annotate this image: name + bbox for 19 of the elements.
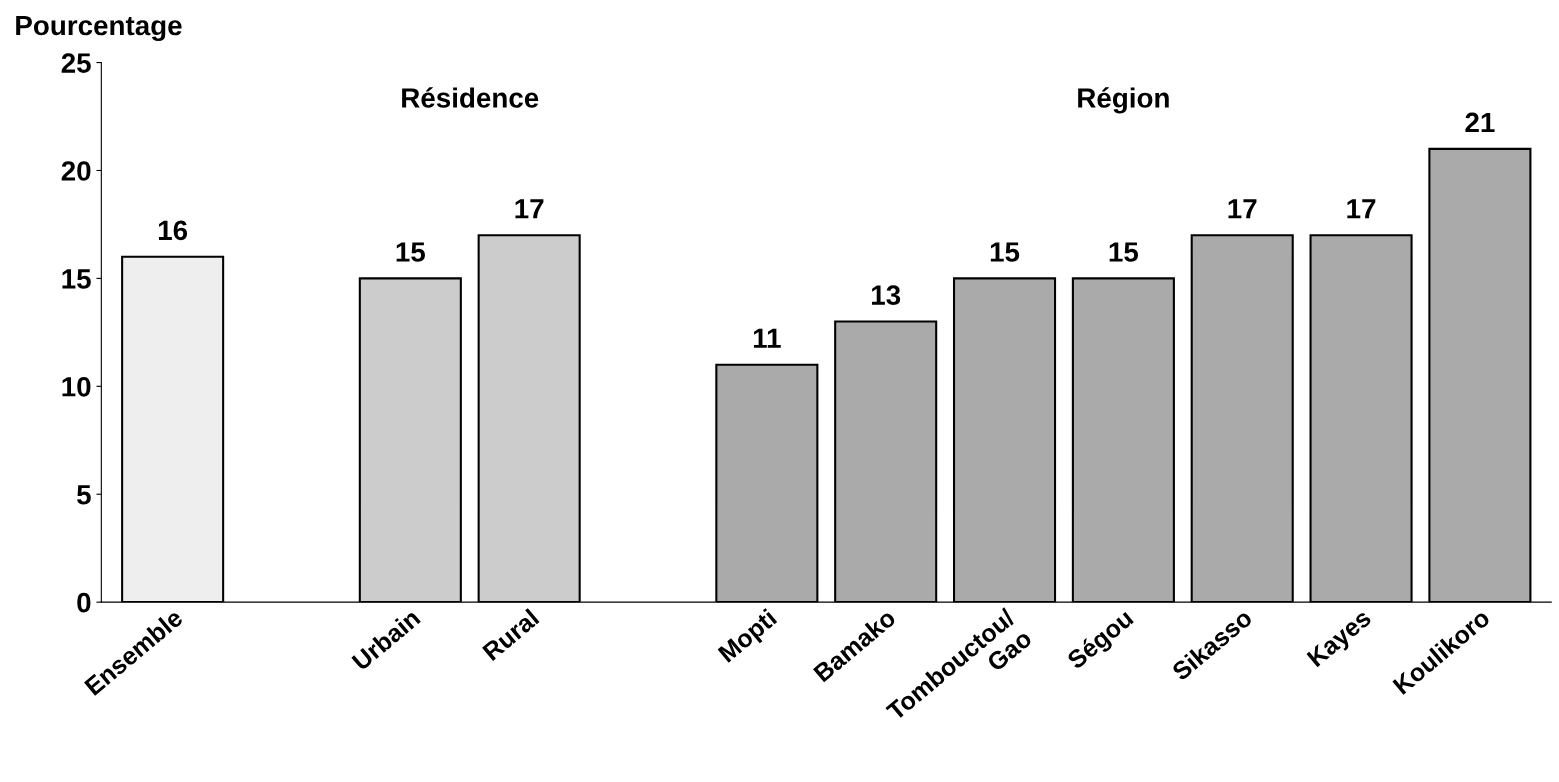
- y-tick-label: 25: [61, 53, 91, 73]
- data-label: 13: [871, 285, 901, 305]
- data-label: 15: [396, 242, 425, 262]
- data-label: 11: [753, 328, 781, 348]
- data-label: 15: [990, 242, 1020, 262]
- data-label: 21: [1465, 112, 1495, 133]
- y-tick-label: 15: [62, 269, 91, 289]
- y-axis-title: Pourcentage: [16, 15, 182, 41]
- annotation: Région: [1078, 87, 1169, 114]
- data-label: 15: [1109, 242, 1139, 262]
- data-label: 17: [1228, 199, 1257, 219]
- y-tick-label: 0: [77, 592, 91, 613]
- data-label: 17: [515, 199, 544, 219]
- data-label: 17: [1347, 199, 1376, 219]
- data-label: 16: [158, 220, 188, 241]
- y-tick-label: 5: [77, 485, 91, 505]
- annotation: Résidence: [402, 87, 539, 108]
- y-tick-label: 10: [62, 376, 91, 397]
- y-tick-label: 20: [61, 161, 91, 181]
